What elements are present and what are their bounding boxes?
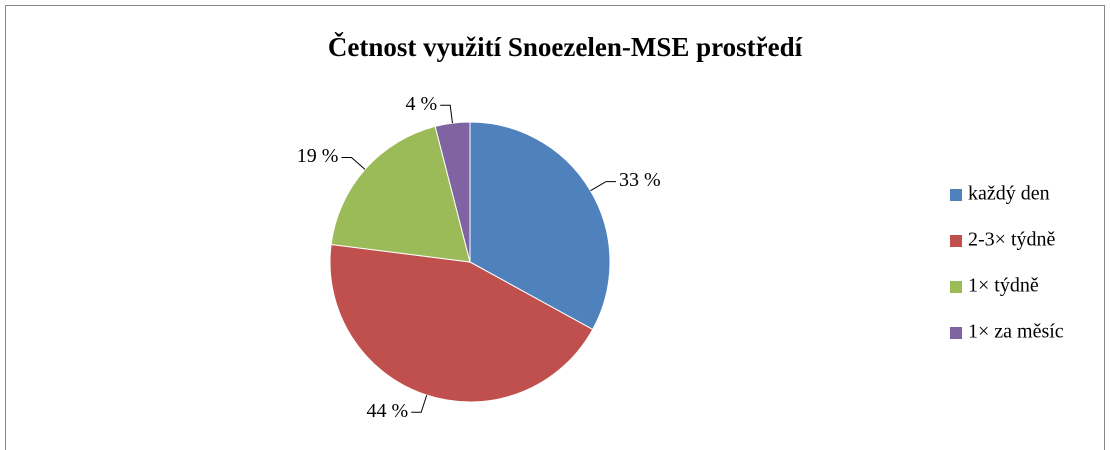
legend-swatch <box>950 235 962 247</box>
legend-label: 1× týdně <box>968 275 1039 297</box>
data-label: 19 % <box>297 145 339 167</box>
data-label: 44 % <box>367 400 409 422</box>
leader-line <box>411 394 428 413</box>
legend-swatch <box>950 281 962 293</box>
leader-line <box>440 104 453 124</box>
legend-swatch <box>950 327 962 339</box>
data-label: 4 % <box>406 93 438 115</box>
legend-swatch <box>950 189 962 201</box>
data-label: 33 % <box>619 169 661 191</box>
legend-label: 1× za měsíc <box>968 321 1064 343</box>
chart-title: Četnost využití Snoezelen-MSE prostředí <box>328 32 803 62</box>
leader-line <box>341 157 366 170</box>
leader-line <box>590 181 616 192</box>
legend-label: 2-3× týdně <box>968 229 1055 251</box>
pie-slice <box>330 125 471 263</box>
legend-label: každý den <box>968 183 1050 205</box>
